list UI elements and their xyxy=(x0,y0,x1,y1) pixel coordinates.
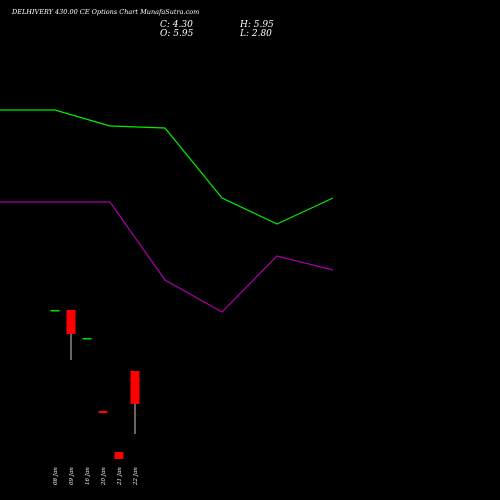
x-tick-label: 16 Jan xyxy=(85,467,91,485)
candle-16-jan xyxy=(82,338,92,340)
candle-20-jan xyxy=(98,411,108,413)
x-tick-label: 08 Jan xyxy=(53,467,59,485)
lower-indicator-line xyxy=(0,201,334,313)
open-value: O: 5.95 xyxy=(160,29,194,39)
high-value: H: 5.95 xyxy=(240,20,274,30)
candle-body xyxy=(50,310,60,312)
candle-08-jan xyxy=(50,310,60,312)
x-tick-label: 20 Jan xyxy=(101,467,107,486)
candlesticks xyxy=(50,310,140,459)
chart-title: DELHIVERY 430.00 CE Options Chart Munafa… xyxy=(12,8,200,16)
indicator-lines xyxy=(0,109,334,313)
candle-body xyxy=(98,411,108,413)
low-value: L: 2.80 xyxy=(240,29,272,39)
candle-body xyxy=(130,371,140,404)
candle-body xyxy=(82,338,92,340)
candle-22-jan xyxy=(130,371,140,434)
candle-21-jan xyxy=(114,452,124,459)
upper-indicator-line xyxy=(0,109,334,225)
x-tick-label: 09 Jan xyxy=(69,467,75,485)
candle-09-jan xyxy=(66,310,76,360)
x-axis-ticks: 08 Jan 09 Jan 16 Jan 20 Jan 21 Jan 22 Jan xyxy=(53,467,139,486)
candle-body xyxy=(66,310,76,334)
x-tick-label: 21 Jan xyxy=(117,467,123,486)
candle-body xyxy=(114,452,124,459)
close-value: C: 4.30 xyxy=(160,20,193,30)
x-tick-label: 22 Jan xyxy=(133,467,139,486)
